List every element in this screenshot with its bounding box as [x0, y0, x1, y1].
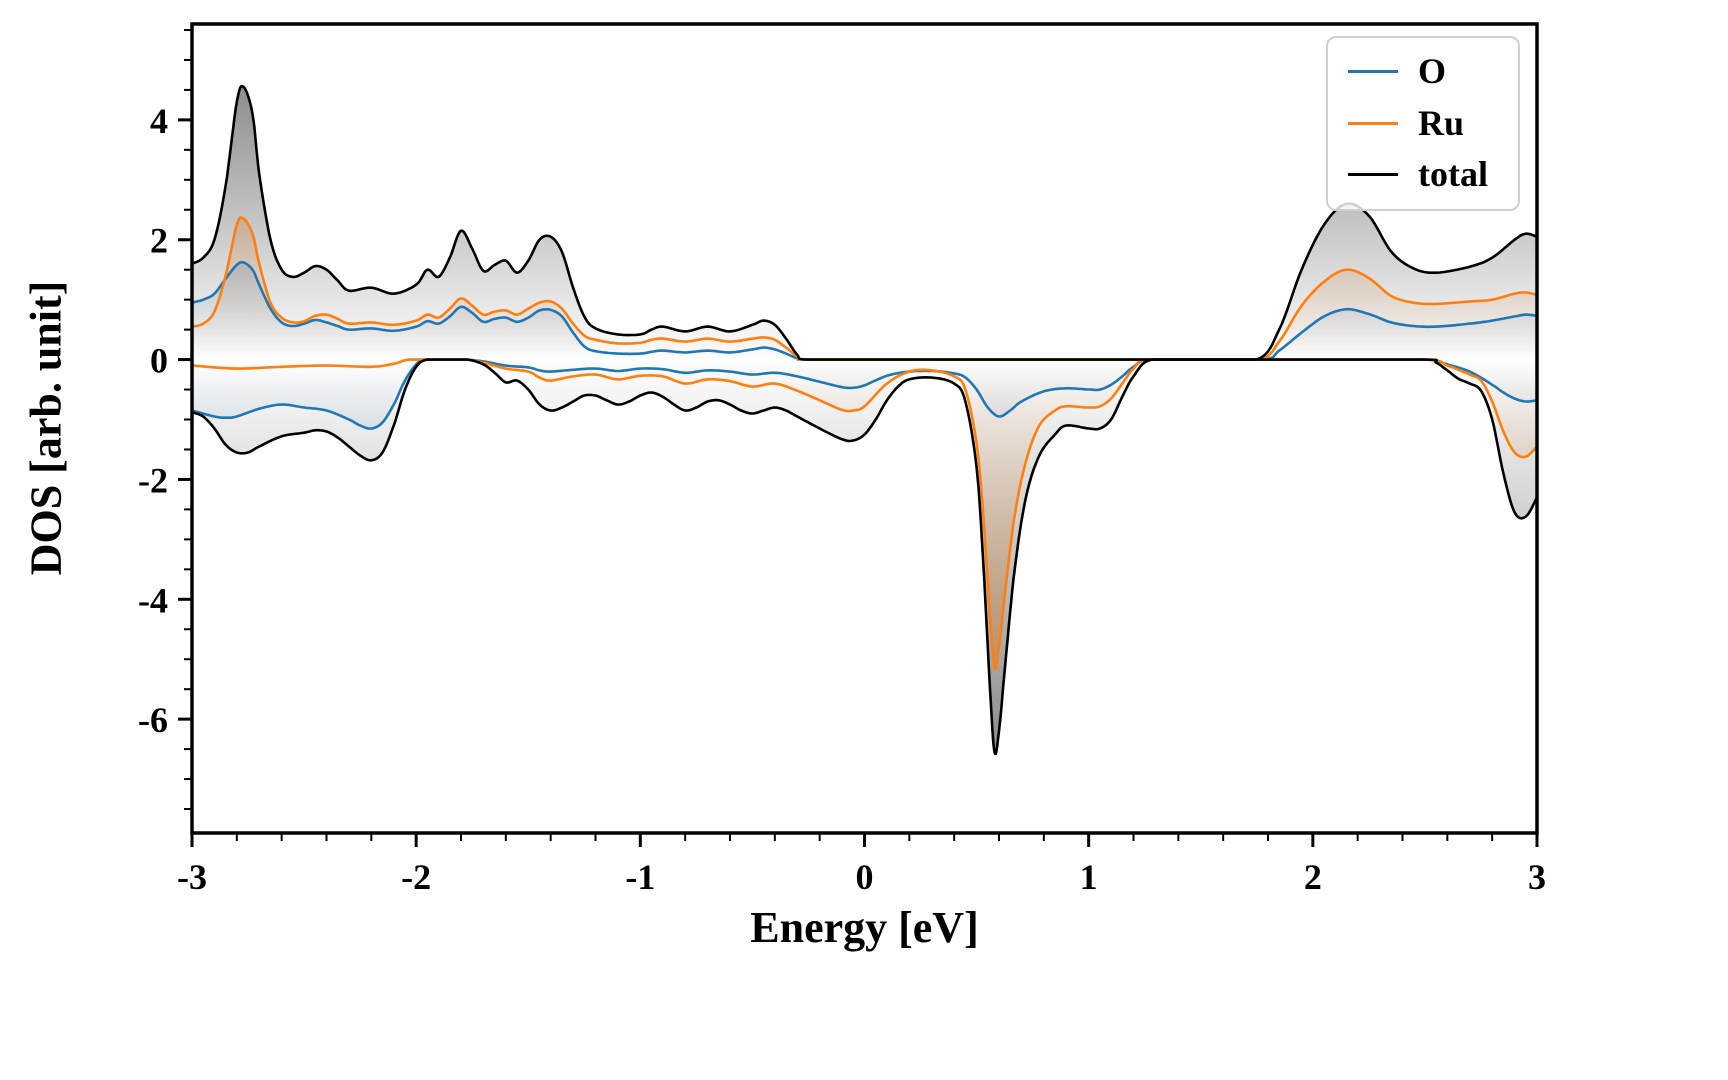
legend-label-total: total: [1418, 154, 1488, 195]
legend-label-O: O: [1418, 51, 1447, 91]
series-lines: [192, 84, 1537, 756]
curve-Ru-up: [192, 216, 1537, 361]
legend-item-Ru: Ru: [1348, 102, 1488, 144]
y-tick-label: 0: [150, 341, 168, 381]
legend-item-O: O: [1348, 51, 1488, 92]
legend-line-total: [1348, 173, 1399, 177]
x-tick-label: 3: [1528, 857, 1546, 897]
plot-border: [190, 22, 1539, 835]
curve-total-down: [192, 358, 1537, 756]
legend-label-Ru: Ru: [1418, 102, 1465, 143]
y-tick-label: 2: [150, 221, 168, 261]
axes: -3 -2 -1 0 1 2 3 -6 -4 -2 0 2 4: [138, 22, 1546, 897]
curve-O-up: [192, 260, 1537, 361]
x-tick-label: 1: [1080, 857, 1098, 897]
x-tick-label: -2: [401, 857, 431, 897]
fill-total-up: [192, 86, 1537, 360]
curve-total-up: [192, 84, 1537, 361]
x-tick-label: 0: [856, 857, 874, 897]
y-tick-label: 4: [150, 101, 168, 141]
x-tick-label: -3: [177, 857, 207, 897]
y-tick-label: -4: [138, 580, 168, 620]
x-tick-label: 2: [1304, 857, 1322, 897]
fill-total-down: [192, 359, 1537, 754]
legend-item-total: total: [1348, 155, 1488, 195]
y-tick-label: -2: [138, 460, 168, 500]
y-axis-label: DOS [arb. unit]: [21, 280, 71, 576]
x-axis-label: Energy [eV]: [750, 903, 979, 952]
x-tick-label: -1: [625, 857, 655, 897]
fill-O-up: [192, 262, 1537, 360]
legend-line-O: [1348, 70, 1399, 74]
legend: O Ru total: [1326, 36, 1520, 211]
legend-line-Ru: [1348, 121, 1399, 125]
y-tick-label: -6: [138, 700, 168, 740]
